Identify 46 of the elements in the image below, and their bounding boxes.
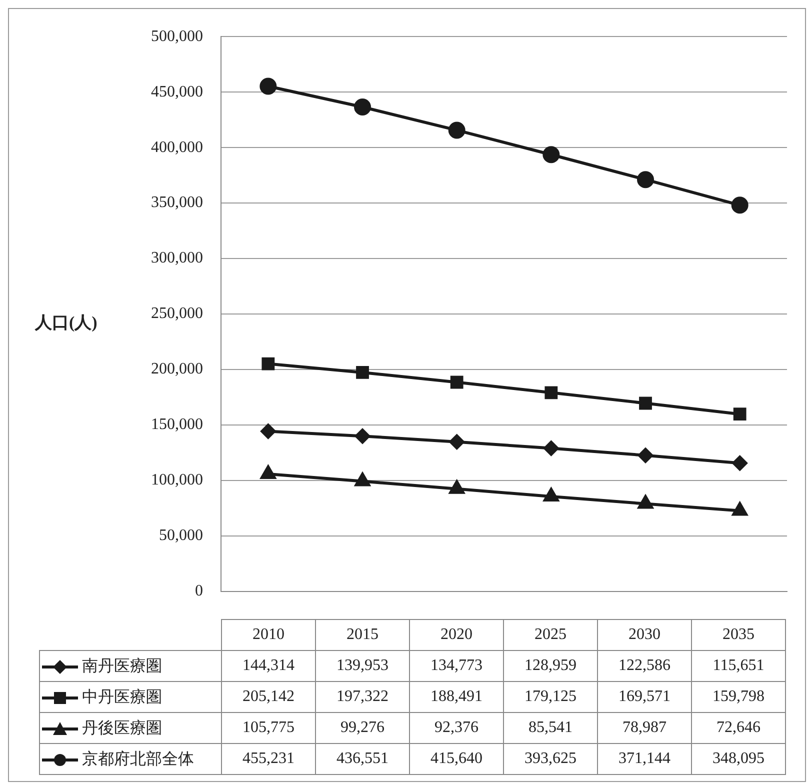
data-label: 159,798: [692, 682, 786, 712]
legend-label: 京都府北部全体: [82, 750, 194, 768]
data-label: 78,987: [598, 712, 692, 744]
data-label: 169,571: [598, 682, 692, 712]
x-tick-label: 2025: [504, 620, 598, 650]
x-tick-label: 2015: [316, 620, 410, 650]
data-label: 85,541: [504, 712, 598, 744]
data-label: 105,775: [222, 712, 316, 744]
legend-label: 中丹医療圏: [82, 688, 162, 706]
data-label: 415,640: [410, 744, 504, 774]
data-label: 144,314: [222, 650, 316, 682]
data-label: 455,231: [222, 744, 316, 774]
data-label: 188,491: [410, 682, 504, 712]
legend-label: 丹後医療圏: [82, 720, 162, 736]
data-label: 348,095: [692, 744, 786, 774]
data-label: 393,625: [504, 744, 598, 774]
data-label: 72,646: [692, 712, 786, 744]
data-label: 122,586: [598, 650, 692, 682]
y-tick-label: 200,000: [151, 360, 203, 378]
y-tick-label: 350,000: [151, 194, 203, 212]
y-tick-label: 100,000: [151, 472, 203, 489]
data-label: 92,376: [410, 712, 504, 744]
x-tick-label: 2020: [410, 620, 504, 650]
data-label: 139,953: [316, 650, 410, 682]
x-tick-label: 2035: [692, 620, 786, 650]
y-tick-label: 400,000: [151, 138, 203, 156]
data-label: 115,651: [692, 650, 786, 682]
y-tick-label: 250,000: [151, 305, 203, 322]
y-tick-label: 0: [195, 582, 203, 600]
data-label: 179,125: [504, 682, 598, 712]
y-axis-title: 人口(人): [35, 312, 98, 334]
legend-label: 南丹医療圏: [82, 658, 162, 674]
data-label: 197,322: [316, 682, 410, 712]
y-tick-label: 150,000: [151, 416, 203, 434]
data-label: 371,144: [598, 744, 692, 774]
data-label: 436,551: [316, 744, 410, 774]
y-tick-label: 500,000: [151, 28, 203, 45]
y-tick-label: 50,000: [159, 527, 203, 544]
x-tick-label: 2010: [222, 620, 316, 650]
y-tick-label: 450,000: [151, 83, 203, 100]
data-label: 205,142: [222, 682, 316, 712]
y-tick-label: 300,000: [151, 250, 203, 267]
data-label: 99,276: [316, 712, 410, 744]
x-tick-label: 2030: [598, 620, 692, 650]
data-label: 134,773: [410, 650, 504, 682]
data-label: 128,959: [504, 650, 598, 682]
